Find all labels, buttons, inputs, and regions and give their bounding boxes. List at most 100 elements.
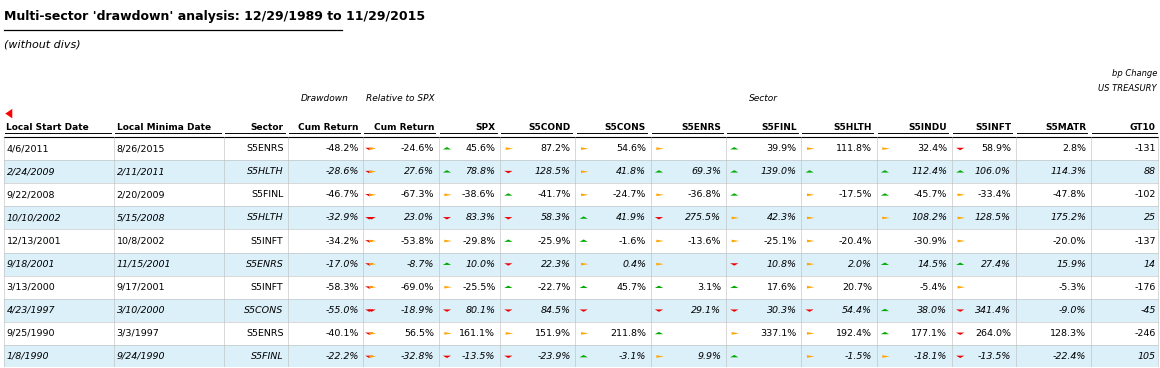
Text: -9.0%: -9.0%	[1059, 306, 1086, 315]
Polygon shape	[580, 240, 588, 242]
Text: S5HLTH: S5HLTH	[247, 213, 283, 222]
Text: -13.5%: -13.5%	[978, 352, 1012, 361]
Polygon shape	[443, 217, 451, 219]
Text: 128.3%: 128.3%	[1050, 329, 1086, 338]
Text: -246: -246	[1134, 329, 1155, 338]
Text: 29.1%: 29.1%	[691, 306, 722, 315]
Text: 15.9%: 15.9%	[1057, 259, 1086, 269]
Polygon shape	[505, 355, 513, 358]
Polygon shape	[654, 286, 664, 288]
Polygon shape	[365, 148, 374, 150]
Text: 9/17/2001: 9/17/2001	[116, 283, 165, 292]
Text: 20.7%: 20.7%	[842, 283, 872, 292]
Text: 88: 88	[1144, 167, 1155, 176]
Polygon shape	[369, 170, 377, 173]
Text: -8.7%: -8.7%	[407, 259, 434, 269]
Text: -25.5%: -25.5%	[462, 283, 495, 292]
Polygon shape	[880, 309, 889, 311]
Polygon shape	[505, 240, 513, 242]
Polygon shape	[654, 217, 664, 219]
Text: Relative to SPX: Relative to SPX	[365, 94, 434, 103]
Text: 14.5%: 14.5%	[918, 259, 948, 269]
Polygon shape	[581, 194, 588, 196]
Text: Local Start Date: Local Start Date	[7, 123, 89, 132]
Polygon shape	[730, 355, 739, 357]
Polygon shape	[654, 309, 664, 312]
Text: 139.0%: 139.0%	[761, 167, 797, 176]
Text: 9/24/1990: 9/24/1990	[116, 352, 165, 361]
Polygon shape	[443, 309, 451, 312]
Text: -29.8%: -29.8%	[462, 237, 495, 245]
Text: -5.3%: -5.3%	[1059, 283, 1086, 292]
Text: S5INDU: S5INDU	[908, 123, 948, 132]
Text: 22.3%: 22.3%	[541, 259, 571, 269]
Polygon shape	[506, 332, 513, 335]
Polygon shape	[443, 262, 451, 265]
Text: S5FINL: S5FINL	[761, 123, 797, 132]
Text: 112.4%: 112.4%	[912, 167, 948, 176]
Polygon shape	[581, 147, 588, 150]
Text: Multi-sector 'drawdown' analysis: 12/29/1989 to 11/29/2015: Multi-sector 'drawdown' analysis: 12/29/…	[5, 10, 426, 23]
Text: 42.3%: 42.3%	[767, 213, 797, 222]
Polygon shape	[505, 309, 513, 312]
Text: -67.3%: -67.3%	[400, 190, 434, 199]
Polygon shape	[444, 194, 452, 196]
Text: 58.3%: 58.3%	[541, 213, 571, 222]
Polygon shape	[369, 286, 377, 289]
Text: S5ENRS: S5ENRS	[246, 329, 283, 338]
Text: -24.6%: -24.6%	[400, 144, 434, 153]
Text: 128.5%: 128.5%	[535, 167, 571, 176]
Text: 151.9%: 151.9%	[535, 329, 571, 338]
Text: 275.5%: 275.5%	[686, 213, 722, 222]
Polygon shape	[365, 263, 374, 266]
Polygon shape	[365, 240, 374, 243]
Polygon shape	[506, 147, 513, 150]
Text: 58.9%: 58.9%	[981, 144, 1012, 153]
Polygon shape	[580, 355, 588, 357]
Polygon shape	[365, 217, 374, 219]
Polygon shape	[580, 216, 588, 219]
Text: 23.0%: 23.0%	[404, 213, 434, 222]
Text: S5MATR: S5MATR	[1045, 123, 1086, 132]
Text: -102: -102	[1134, 190, 1155, 199]
Text: 27.6%: 27.6%	[404, 167, 434, 176]
Text: -45.7%: -45.7%	[914, 190, 948, 199]
Polygon shape	[657, 355, 664, 358]
Text: 2/20/2009: 2/20/2009	[116, 190, 165, 199]
Text: -32.8%: -32.8%	[400, 352, 434, 361]
Text: 10.8%: 10.8%	[767, 259, 797, 269]
Text: 3.1%: 3.1%	[697, 283, 722, 292]
Polygon shape	[657, 240, 664, 242]
Polygon shape	[365, 333, 374, 335]
Text: SPX: SPX	[476, 123, 495, 132]
Polygon shape	[730, 286, 739, 288]
Text: 45.6%: 45.6%	[465, 144, 495, 153]
Polygon shape	[732, 332, 739, 335]
Polygon shape	[369, 147, 377, 150]
Text: -176: -176	[1134, 283, 1155, 292]
Text: S5INFT: S5INFT	[974, 123, 1012, 132]
Text: 25: 25	[1144, 213, 1155, 222]
Text: -53.8%: -53.8%	[400, 237, 434, 245]
Text: 41.9%: 41.9%	[616, 213, 646, 222]
Text: 9/25/1990: 9/25/1990	[7, 329, 55, 338]
Text: Drawdown: Drawdown	[300, 94, 348, 103]
Polygon shape	[444, 240, 452, 242]
Text: -131: -131	[1134, 144, 1155, 153]
Text: 17.6%: 17.6%	[767, 283, 797, 292]
Bar	[5, 345, 1158, 368]
Text: 14: 14	[1144, 259, 1155, 269]
Text: Sector: Sector	[251, 123, 283, 132]
Polygon shape	[880, 170, 889, 173]
Text: -32.9%: -32.9%	[325, 213, 358, 222]
Text: -17.5%: -17.5%	[839, 190, 872, 199]
Polygon shape	[657, 263, 664, 265]
Text: 211.8%: 211.8%	[610, 329, 646, 338]
Polygon shape	[956, 148, 964, 150]
Text: 69.3%: 69.3%	[691, 167, 722, 176]
Polygon shape	[365, 309, 374, 312]
Text: -1.5%: -1.5%	[844, 352, 872, 361]
Text: Local Minima Date: Local Minima Date	[116, 123, 211, 132]
Text: -38.6%: -38.6%	[462, 190, 495, 199]
Text: 32.4%: 32.4%	[918, 144, 948, 153]
